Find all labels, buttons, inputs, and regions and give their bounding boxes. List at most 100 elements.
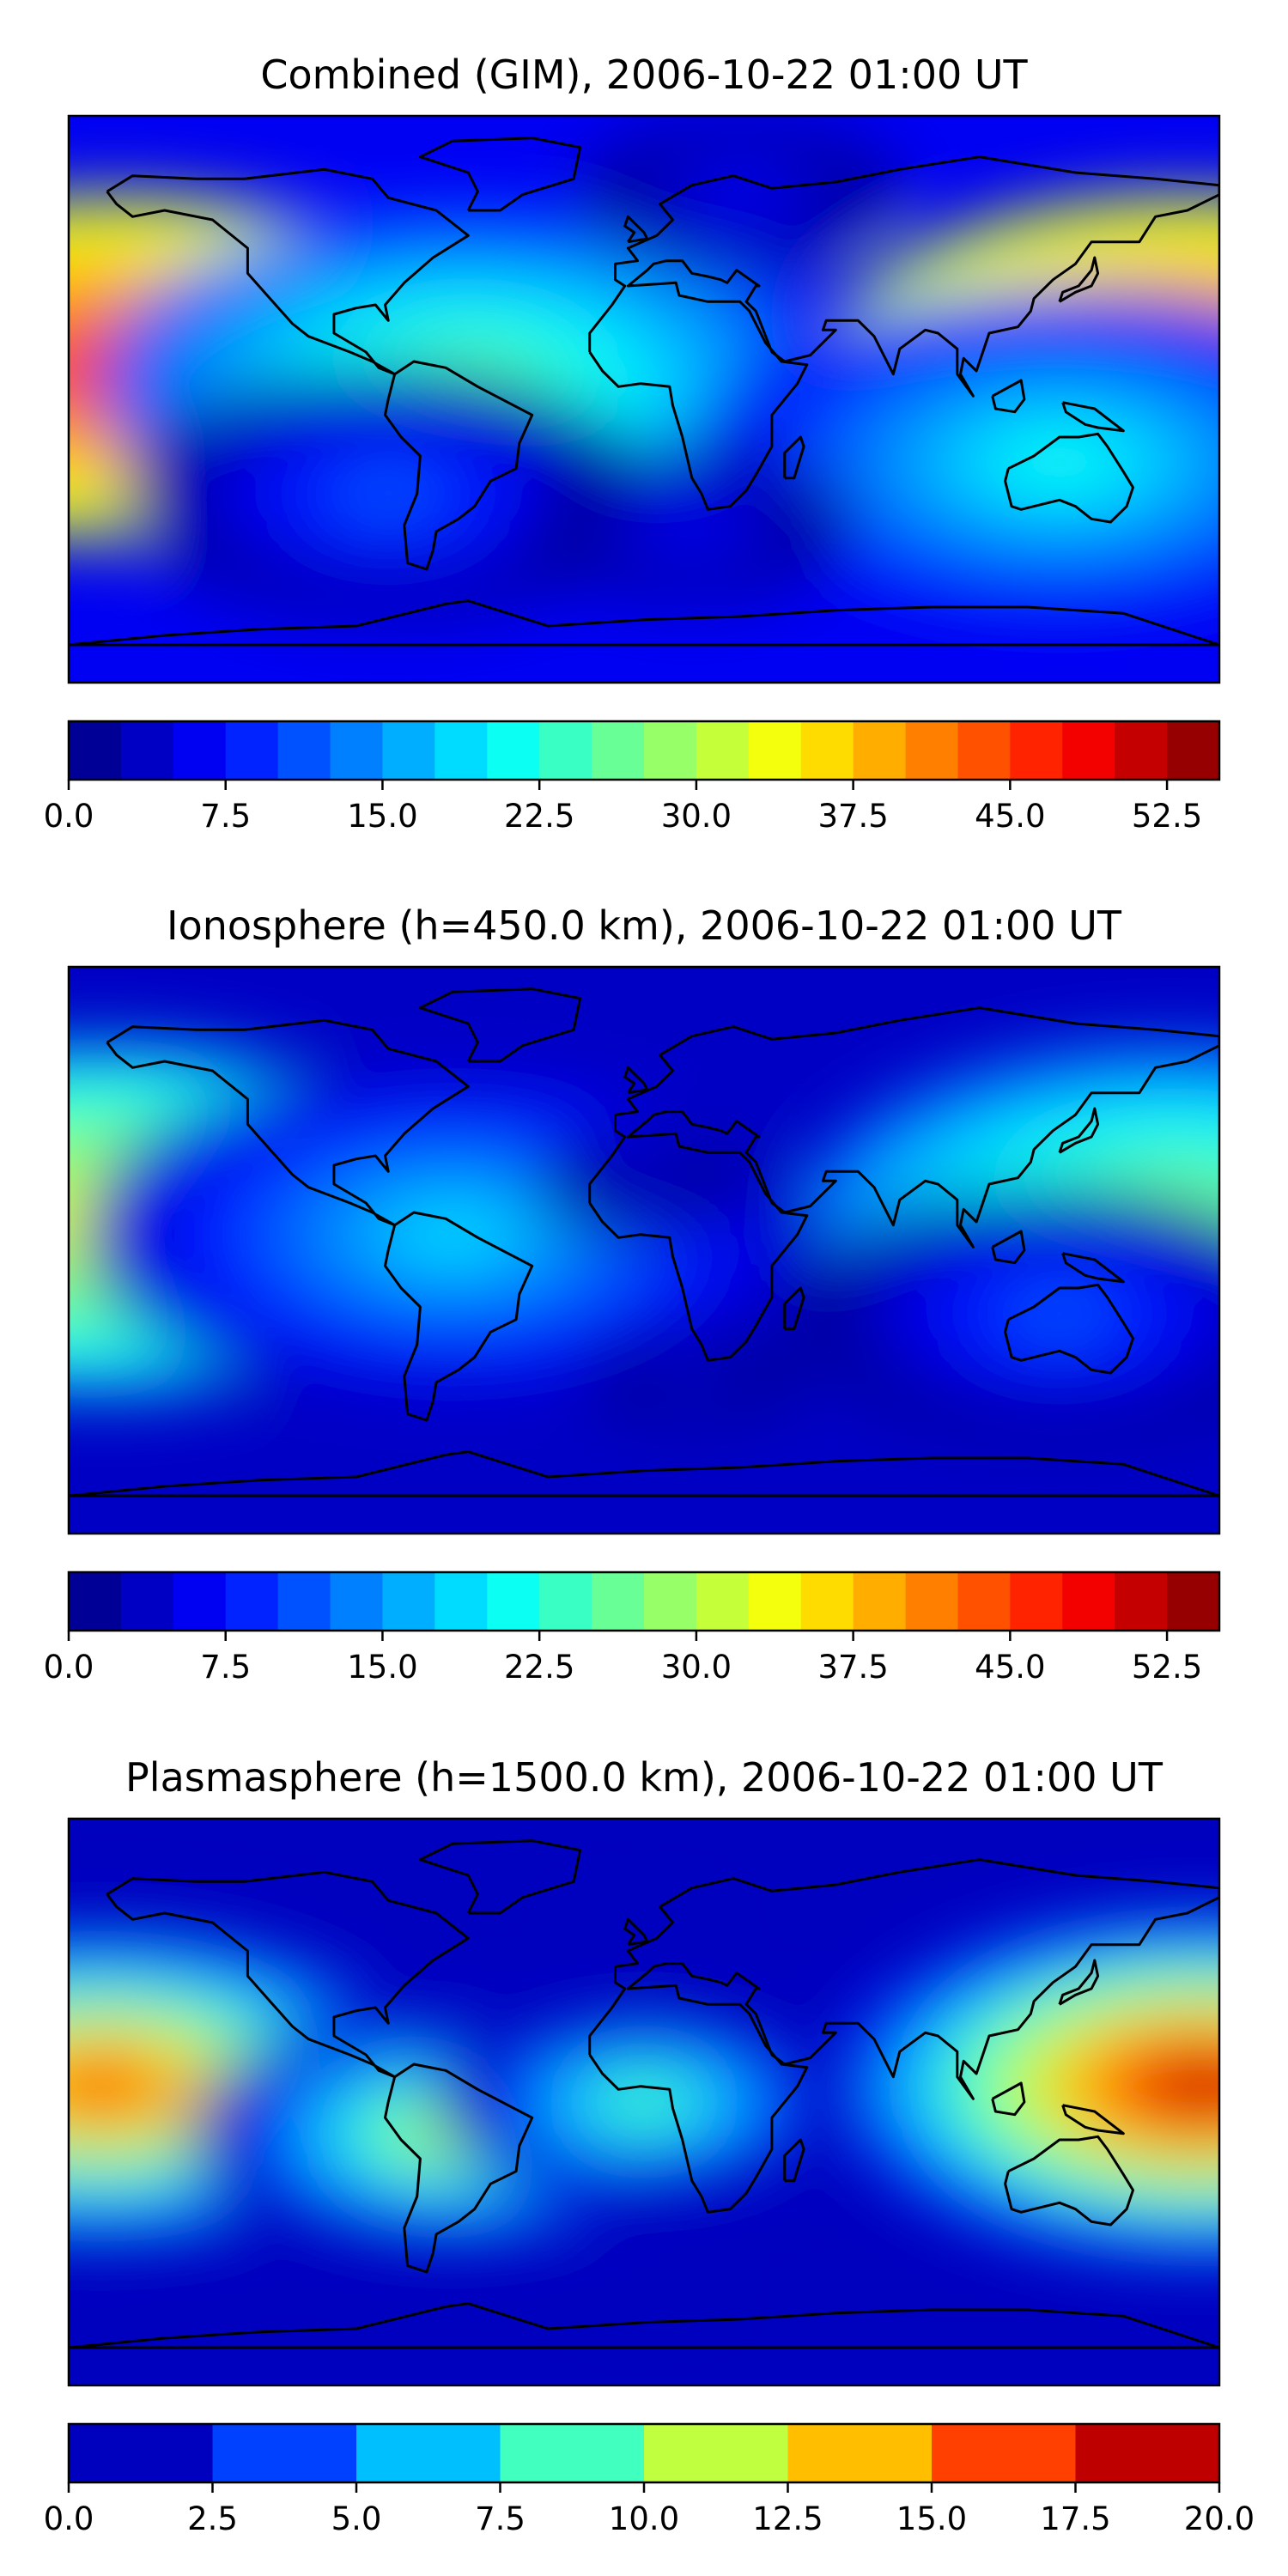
colorbar-segment [748,1572,802,1631]
colorbar-segment [1062,721,1115,780]
field-contour-level [589,2249,699,2301]
colorbar-tick-label: 37.5 [817,798,888,835]
coastline-indonesia-borneo [991,1230,1026,1265]
field-contour-level [69,2060,156,2112]
field-contour-level [636,1350,747,1402]
colorbar-tick-label: 17.5 [1040,2500,1110,2537]
field-contour-level [1004,436,1115,489]
colorbar-tick-label: 15.0 [347,798,417,835]
colorbar-segment [957,721,1011,780]
coastline-new-guinea [1061,2104,1125,2136]
coastline-madagascar [783,1286,805,1331]
colorbar-segment [173,721,227,780]
panel-combined: Combined (GIM), 2006-10-22 01:00 UT 0.0 7… [44,52,1221,835]
coastline-japan [1058,1959,1100,2006]
colorbar-tick-label: 7.5 [475,2500,526,2537]
field-contour-level [589,2076,699,2128]
colorbar-tick-label: 22.5 [504,1649,574,1686]
coastline-indonesia-borneo [991,379,1026,414]
colorbar-segment [539,1572,592,1631]
colorbar-tick-label: 7.5 [200,798,251,835]
colorbar-tick-label: 45.0 [975,1649,1045,1686]
colorbar-segment [1167,1572,1220,1631]
colorbar-segment [905,721,959,780]
coastlines [69,1839,1219,2349]
colorbar-segment [330,1572,384,1631]
coastline-great-britain [623,1066,649,1095]
coastline-greenland [418,137,582,212]
colorbar-segment [1115,721,1168,780]
coastline-africa-eurasia [588,1006,1219,1362]
panel-plasmasphere: Plasmasphere (h=1500.0 km), 2006-10-22 0… [44,1754,1255,2537]
colorbar-tick-label: 0.0 [44,798,94,835]
colorbar-tick-label: 5.0 [331,2500,382,2537]
colorbar-tick-label: 15.0 [347,1649,417,1686]
panel-title: Combined (GIM), 2006-10-22 01:00 UT [260,52,1028,98]
colorbar-segment [644,721,697,780]
map-frame [67,114,1221,684]
colorbar-segment [69,1572,122,1631]
colorbar [67,2422,1221,2484]
colorbar-segment [69,721,122,780]
coastline-greenland [418,987,582,1063]
coastline-australia [1004,2135,1134,2227]
colorbar-segment [905,1572,959,1631]
colorbar-segment [853,721,907,780]
map-plot-area [67,114,1221,684]
colorbar-frame [67,720,1221,781]
colorbar-segment [356,2424,501,2482]
coastline-australia [1004,432,1134,524]
coastline-madagascar [783,435,805,480]
colorbar-tick-label: 52.5 [1132,798,1202,835]
colorbar-tick-label: 45.0 [975,798,1045,835]
colorbar-segment [277,1572,331,1631]
coastline-japan [1058,256,1100,303]
colorbar-segment [382,1572,435,1631]
coastline-north-america [106,167,470,376]
coastline-japan [1058,1107,1100,1154]
panel-ionosphere: Ionosphere (h=450.0 km), 2006-10-22 01:0… [44,902,1221,1686]
colorbar-segment [1115,1572,1168,1631]
map-frame [67,1817,1221,2387]
field-contour-level [589,1161,699,1213]
colorbar-segment [382,721,435,780]
colorbar-tick-label: 30.0 [661,798,732,835]
coastline-indonesia-borneo [991,2081,1026,2117]
colorbar-segment [434,1572,488,1631]
coastline-antarctica [69,2302,1219,2349]
field-contour-level [1004,1287,1115,1340]
colorbar-segment [487,721,540,780]
colorbar-tick-label: 2.5 [187,2500,238,2537]
coastline-south-america [384,360,534,571]
coastlines [69,987,1219,1498]
coastline-new-guinea [1061,1252,1125,1284]
colorbar-segment [957,1572,1011,1631]
colorbar-segment [696,721,750,780]
colorbar-segment [69,2424,214,2482]
colorbar-tick-label: 15.0 [896,2500,967,2537]
panel-title: Plasmasphere (h=1500.0 km), 2006-10-22 0… [125,1754,1163,1801]
colorbar-segment [487,1572,540,1631]
coastline-south-america [384,1211,534,1422]
colorbar-segment [434,721,488,780]
colorbar-segment [1075,2424,1220,2482]
colorbar-segment [1167,721,1220,780]
coastline-madagascar [783,2138,805,2183]
colorbar-segment [1062,1572,1115,1631]
colorbar-segment [500,2424,645,2482]
colorbar-tick-label: 30.0 [661,1649,732,1686]
colorbar-tick-label: 20.0 [1184,2500,1255,2537]
colorbar-tick-label: 0.0 [44,2500,94,2537]
colorbar-tick-label: 52.5 [1132,1649,1202,1686]
colorbar-ticks: 0.0 7.5 15.0 22.5 30.0 37.5 45.0 52.5 [44,780,1202,835]
coastline-north-america [106,1870,470,2079]
map-plot-area [67,1817,1221,2387]
colorbar-segment [1010,721,1063,780]
colorbar-segment [212,2424,357,2482]
colorbar [67,1571,1221,1632]
coastline-new-guinea [1061,401,1125,433]
tec-field [69,1046,1219,1437]
map-frame [67,965,1221,1535]
colorbar-segment [120,721,174,780]
